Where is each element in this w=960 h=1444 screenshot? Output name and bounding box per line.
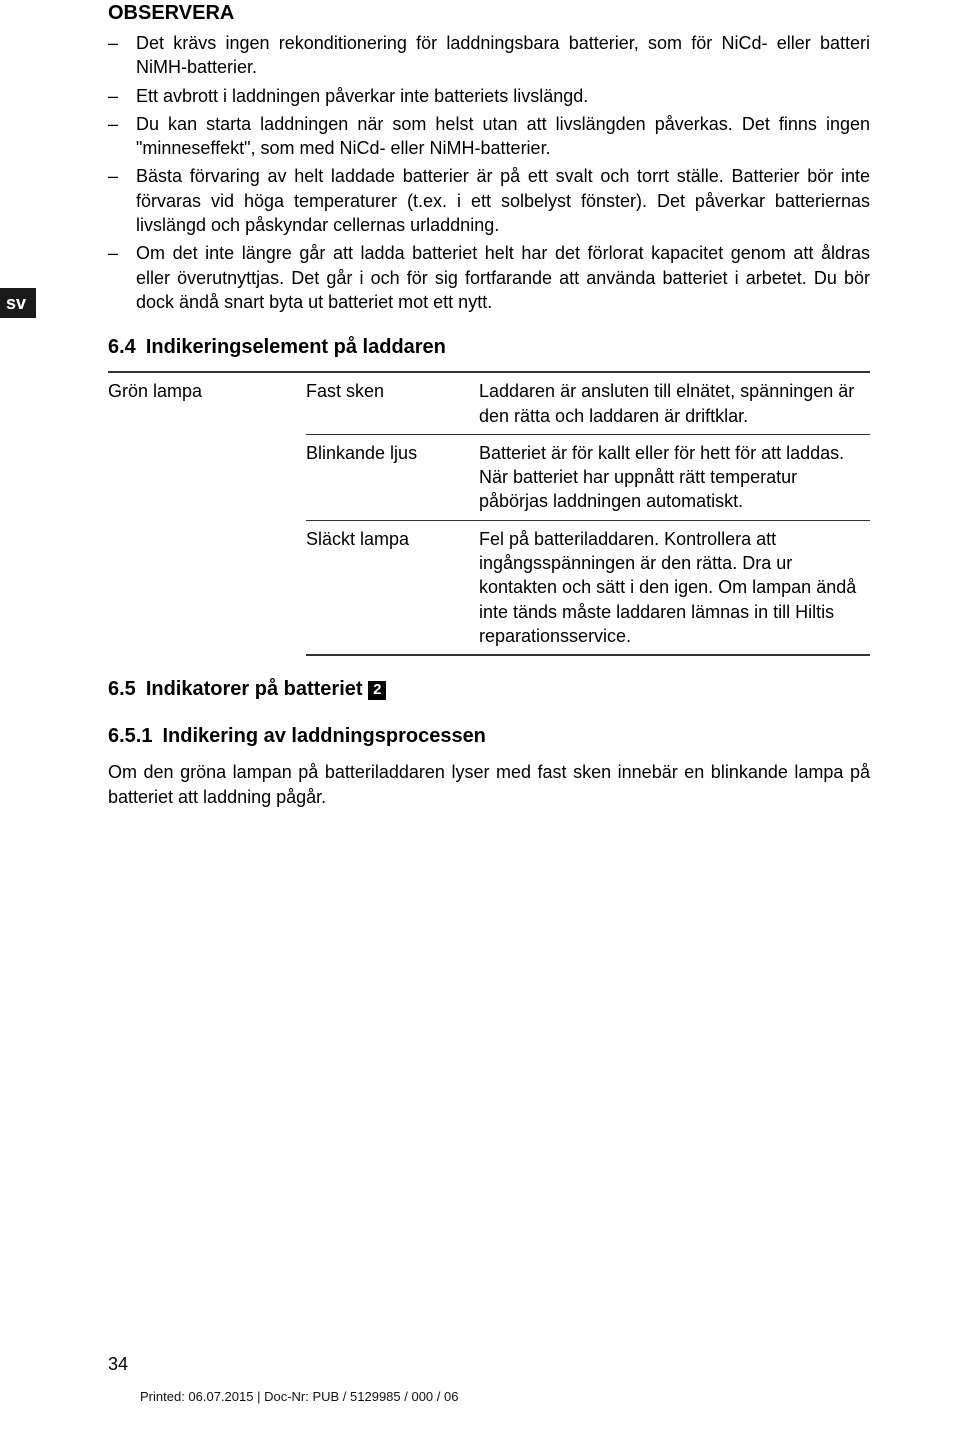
table-cell: Släckt lampa — [306, 520, 479, 655]
reference-box-icon: 2 — [368, 681, 386, 700]
table-cell: Batteriet är för kallt eller för hett fö… — [479, 434, 870, 520]
list-item: Du kan starta laddningen när som helst u… — [108, 112, 870, 161]
table-cell: Blinkande ljus — [306, 434, 479, 520]
list-item: Ett avbrott i laddningen påverkar inte b… — [108, 84, 870, 108]
page: sv OBSERVERA Det krävs ingen rekondition… — [0, 0, 960, 1444]
language-tag: sv — [0, 288, 36, 318]
section-number: 6.5.1 — [108, 723, 152, 750]
section-number: 6.5 — [108, 676, 136, 703]
list-item: Om det inte längre går att ladda batteri… — [108, 241, 870, 314]
indicator-table: Grön lampa Fast sken Laddaren är anslute… — [108, 371, 870, 656]
table-cell: Grön lampa — [108, 372, 306, 655]
list-item: Det krävs ingen rekonditionering för lad… — [108, 31, 870, 80]
section-6-5-heading: 6.5 Indikatorer på batteriet 2 — [108, 676, 870, 703]
list-item: Bästa förvaring av helt laddade batterie… — [108, 164, 870, 237]
section-title: Indikatorer på batteriet — [146, 678, 363, 700]
body-paragraph: Om den gröna lampan på batteriladdaren l… — [108, 760, 870, 809]
section-6-5-1-heading: 6.5.1 Indikering av laddningsprocessen — [108, 723, 870, 750]
section-title: Indikering av laddningsprocessen — [162, 725, 485, 747]
footer-print-info: Printed: 06.07.2015 | Doc-Nr: PUB / 5129… — [140, 1388, 458, 1406]
notice-heading: OBSERVERA — [108, 0, 870, 27]
section-title: Indikeringselement på laddaren — [146, 336, 446, 358]
table-cell: Fel på batteriladdaren. Kontrollera att … — [479, 520, 870, 655]
table-cell: Fast sken — [306, 372, 479, 434]
table-cell: Laddaren är ansluten till elnätet, spänn… — [479, 372, 870, 434]
table-row: Grön lampa Fast sken Laddaren är anslute… — [108, 372, 870, 434]
notice-list: Det krävs ingen rekonditionering för lad… — [108, 31, 870, 314]
content: OBSERVERA Det krävs ingen rekonditioneri… — [108, 0, 870, 809]
section-number: 6.4 — [108, 334, 136, 361]
page-number: 34 — [108, 1352, 128, 1376]
section-6-4-heading: 6.4 Indikeringselement på laddaren — [108, 334, 870, 361]
